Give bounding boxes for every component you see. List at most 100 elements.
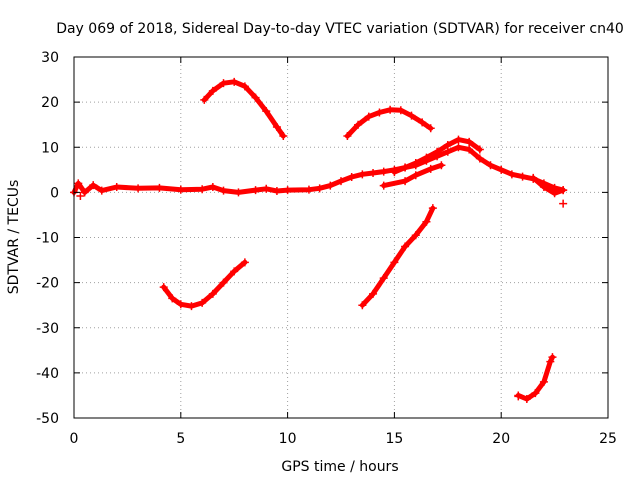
data-point (401, 177, 410, 186)
x-axis-label: GPS time / hours (281, 459, 398, 475)
data-point (475, 145, 484, 154)
chart-title: Day 069 of 2018, Sidereal Day-to-day VTE… (56, 21, 624, 37)
data-point (176, 300, 185, 309)
data-point (219, 278, 228, 287)
data-point (518, 172, 527, 181)
series-short-band (379, 161, 446, 190)
data-point (379, 181, 388, 190)
data-point (240, 258, 249, 267)
data-point (134, 184, 143, 193)
data-point (240, 82, 249, 91)
data-point (230, 267, 239, 276)
plot-marks (70, 77, 568, 404)
series-line (161, 259, 248, 309)
data-point (262, 184, 271, 193)
data-point (407, 111, 416, 120)
data-point (418, 118, 427, 127)
data-point (168, 294, 177, 303)
data-point (379, 274, 388, 283)
data-point (272, 122, 281, 131)
data-point (465, 145, 474, 154)
data-point (358, 301, 367, 310)
data-point (219, 79, 228, 88)
data-point (369, 168, 378, 177)
data-point (426, 164, 435, 173)
data-point (364, 112, 373, 121)
y-tick-label: 10 (41, 140, 59, 156)
series-arc-4 (358, 204, 437, 310)
y-tick-label: -30 (36, 321, 59, 337)
data-point (375, 108, 384, 117)
data-point (411, 231, 420, 240)
data-point (74, 179, 83, 188)
x-tick-label: 10 (279, 431, 297, 447)
data-point (539, 182, 548, 191)
data-point (279, 131, 288, 140)
x-tick-label: 25 (599, 431, 617, 447)
data-point (546, 357, 555, 366)
data-point (529, 173, 538, 182)
y-tick-label: 30 (41, 50, 59, 66)
data-point (443, 140, 452, 149)
data-point (486, 161, 495, 170)
y-axis-label: SDTVAR / TECUs (6, 180, 22, 295)
outlier-point (76, 191, 85, 200)
series-line (71, 144, 566, 195)
data-point (272, 187, 281, 196)
data-point (411, 159, 420, 168)
data-point (522, 395, 531, 404)
data-point (465, 137, 474, 146)
grid (74, 57, 608, 418)
y-tick-label: 20 (41, 95, 59, 111)
data-point (422, 217, 431, 226)
data-point (507, 170, 516, 179)
series-arc-3 (159, 258, 249, 311)
data-point (550, 189, 559, 198)
data-point (354, 120, 363, 129)
axis-ticks: 0 5 10 15 20 25 -50 -40 -30 -20 -10 0 10 20 30 (36, 50, 617, 447)
data-point (401, 163, 410, 172)
data-point (97, 186, 106, 195)
outlier-point (559, 199, 568, 208)
data-point (396, 106, 405, 115)
data-point (326, 181, 335, 190)
data-point (426, 124, 435, 133)
x-tick-label: 0 (70, 431, 79, 447)
data-point (422, 153, 431, 162)
data-point (369, 289, 378, 298)
x-tick-label: 20 (492, 431, 510, 447)
data-point (401, 242, 410, 251)
series-line (530, 175, 566, 196)
data-point (497, 165, 506, 174)
data-point (208, 289, 217, 298)
series-line (201, 79, 286, 139)
data-point (437, 161, 446, 170)
data-point (80, 188, 89, 197)
data-point (262, 107, 271, 116)
data-point (112, 182, 121, 191)
y-tick-label: 0 (50, 185, 59, 201)
data-point (428, 204, 437, 213)
data-point (198, 298, 207, 307)
data-point (379, 167, 388, 176)
data-point (343, 131, 352, 140)
y-tick-label: -10 (36, 231, 59, 247)
data-point (390, 168, 399, 177)
data-point (208, 86, 217, 95)
data-point (176, 185, 185, 194)
data-point (531, 389, 540, 398)
data-point (358, 170, 367, 179)
y-tick-label: -20 (36, 276, 59, 292)
data-point (559, 186, 568, 195)
data-point (251, 93, 260, 102)
data-point (548, 353, 557, 362)
data-point (443, 147, 452, 156)
series-arc-5 (514, 353, 557, 404)
data-point (539, 377, 548, 386)
data-point (304, 185, 313, 194)
series-arc-1 (200, 77, 288, 140)
data-point (390, 258, 399, 267)
data-point (315, 184, 324, 193)
data-point (234, 188, 243, 197)
data-point (433, 147, 442, 156)
